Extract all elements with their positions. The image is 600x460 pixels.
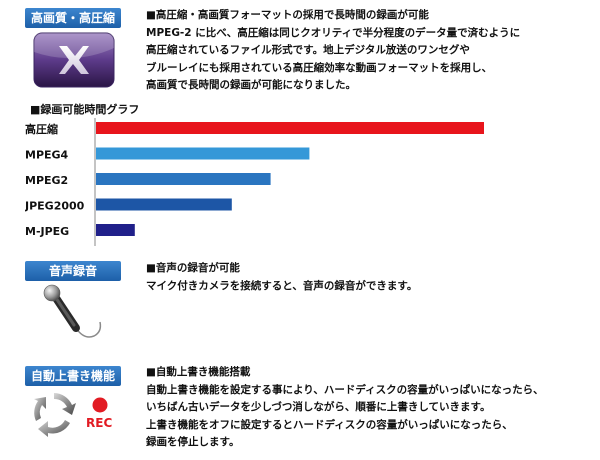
section3-line: いちばん古いデータを少しづつ消しながら、順番に上書きしていきます。 bbox=[146, 401, 491, 413]
category-label: MPEG4 bbox=[25, 149, 69, 162]
recycle-arrows-icon bbox=[30, 389, 78, 437]
section2-heading: ■音声の録音が可能 bbox=[146, 262, 240, 274]
bar bbox=[96, 224, 135, 236]
badge-auto-overwrite: 自動上書き機能 bbox=[25, 366, 121, 386]
category-label: 高圧縮 bbox=[25, 122, 58, 136]
chart-title: ■録画可能時間グラフ bbox=[30, 103, 140, 116]
section1-heading: ■高圧縮・高画質フォーマットの採用で長時間の録画が可能 bbox=[146, 9, 429, 21]
badge-high-quality: 高画質・高圧縮 bbox=[25, 8, 121, 28]
rec-dot-icon bbox=[92, 397, 108, 413]
badge-audio-recording: 音声録音 bbox=[25, 261, 121, 281]
section1-line: ブルーレイにも採用されている高圧縮効率な動画フォーマットを採用し、 bbox=[146, 61, 493, 74]
section3-heading: ■自動上書き機能搭載 bbox=[146, 366, 251, 378]
section3-text: ■自動上書き機能搭載 自動上書き機能を設定する事により、ハードディスクの容量がい… bbox=[146, 364, 544, 452]
section1-line: 高画質で長時間の録画が可能になりました。 bbox=[146, 79, 356, 91]
x-video-app-icon bbox=[33, 32, 115, 88]
category-label: MPEG2 bbox=[25, 174, 68, 187]
category-label: JPEG2000 bbox=[25, 200, 85, 213]
bar bbox=[96, 173, 271, 185]
recording-time-chart: 高圧縮 MPEG4 MPEG2 JPEG2000 M-JPEG bbox=[25, 118, 585, 246]
chart-svg: 高圧縮 MPEG4 MPEG2 JPEG2000 M-JPEG bbox=[25, 118, 484, 246]
bar bbox=[96, 198, 232, 211]
section3-line: 自動上書き機能を設定する事により、ハードディスクの容量がいっぱいになったら、 bbox=[146, 383, 544, 396]
category-label: M-JPEG bbox=[25, 225, 69, 238]
section2-text: ■音声の録音が可能 マイク付きカメラを接続すると、音声の録音ができます。 bbox=[146, 260, 417, 295]
section3-line: 上書き機能をオフに設定するとハードディスクの容量がいっぱいになったら、 bbox=[146, 418, 513, 431]
section3-line: 録画を停止します。 bbox=[146, 436, 240, 448]
section1-text: ■高圧縮・高画質フォーマットの採用で長時間の録画が可能 MPEG-2 に比べ、高… bbox=[146, 7, 520, 95]
microphone-icon bbox=[38, 284, 108, 342]
section2-line: マイク付きカメラを接続すると、音声の録音ができます。 bbox=[146, 279, 418, 292]
section1-line: 高圧縮されているファイル形式です。地上デジタル放送のワンセグや bbox=[146, 44, 470, 56]
rec-label: REC bbox=[86, 416, 113, 430]
bar bbox=[96, 147, 310, 160]
section1-line: MPEG-2 に比べ、高圧縮は同じクオリティで半分程度のデータ量で済むように bbox=[146, 26, 521, 39]
bar bbox=[96, 122, 484, 134]
